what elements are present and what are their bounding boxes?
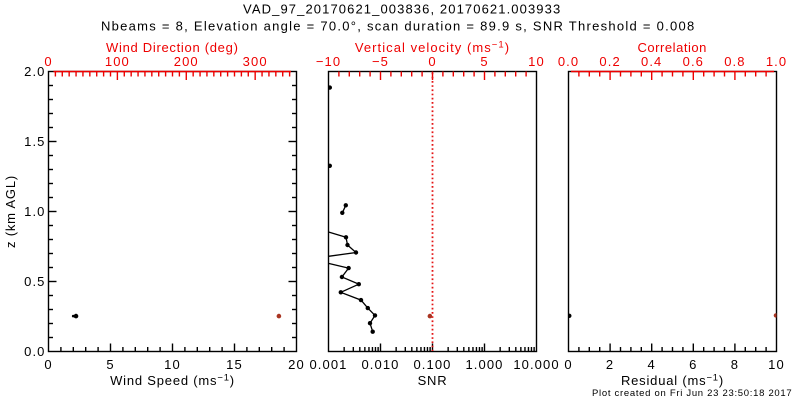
- svg-text:Plot created on Fri Jun 23 23:: Plot created on Fri Jun 23 23:50:18 2017: [592, 388, 792, 399]
- svg-text:0.8: 0.8: [724, 54, 745, 69]
- svg-text:2: 2: [606, 357, 614, 372]
- svg-text:0.0: 0.0: [24, 344, 45, 359]
- svg-text:0.100: 0.100: [413, 357, 451, 372]
- svg-text:6: 6: [689, 357, 697, 372]
- svg-text:0: 0: [428, 54, 436, 69]
- svg-text:10: 10: [768, 357, 785, 372]
- svg-text:VAD_97_20170621_003836, 201706: VAD_97_20170621_003836, 20170621.003933: [243, 2, 561, 17]
- svg-text:20: 20: [288, 357, 305, 372]
- svg-text:SNR: SNR: [418, 373, 448, 388]
- svg-text:0.4: 0.4: [641, 54, 662, 69]
- svg-text:Residual (ms−1): Residual (ms−1): [621, 373, 724, 389]
- svg-text:−5: −5: [372, 54, 389, 69]
- svg-text:300: 300: [243, 54, 268, 69]
- svg-text:200: 200: [174, 54, 199, 69]
- svg-text:10.000: 10.000: [513, 357, 559, 372]
- svg-text:0.6: 0.6: [683, 54, 704, 69]
- svg-text:0.2: 0.2: [599, 54, 620, 69]
- svg-text:0.001: 0.001: [309, 357, 347, 372]
- svg-text:0.010: 0.010: [361, 357, 399, 372]
- svg-text:0: 0: [44, 54, 52, 69]
- svg-text:Nbeams = 8, Elevation angle =: Nbeams = 8, Elevation angle = 70.0°, sca…: [101, 19, 695, 34]
- svg-text:1.0: 1.0: [24, 204, 45, 219]
- svg-text:0.5: 0.5: [24, 274, 45, 289]
- svg-text:1.0: 1.0: [766, 54, 787, 69]
- svg-text:Wind Direction (deg): Wind Direction (deg): [106, 40, 239, 55]
- svg-text:4: 4: [648, 357, 656, 372]
- svg-text:15: 15: [226, 357, 243, 372]
- svg-text:10: 10: [164, 357, 181, 372]
- svg-text:z (km AGL): z (km AGL): [3, 175, 18, 248]
- svg-text:Correlation: Correlation: [638, 40, 708, 55]
- svg-text:5: 5: [106, 357, 114, 372]
- svg-text:1.5: 1.5: [24, 134, 45, 149]
- svg-text:0.0: 0.0: [558, 54, 579, 69]
- svg-text:−10: −10: [316, 54, 341, 69]
- svg-text:1.000: 1.000: [465, 357, 503, 372]
- svg-text:Vertical velocity (ms−1): Vertical velocity (ms−1): [355, 40, 510, 56]
- svg-text:10: 10: [528, 54, 545, 69]
- svg-text:0: 0: [564, 357, 572, 372]
- svg-text:0: 0: [44, 357, 52, 372]
- svg-text:100: 100: [105, 54, 130, 69]
- svg-text:2.0: 2.0: [24, 64, 45, 79]
- svg-text:8: 8: [731, 357, 739, 372]
- svg-text:5: 5: [480, 54, 488, 69]
- svg-text:Wind Speed (ms−1): Wind Speed (ms−1): [110, 373, 235, 389]
